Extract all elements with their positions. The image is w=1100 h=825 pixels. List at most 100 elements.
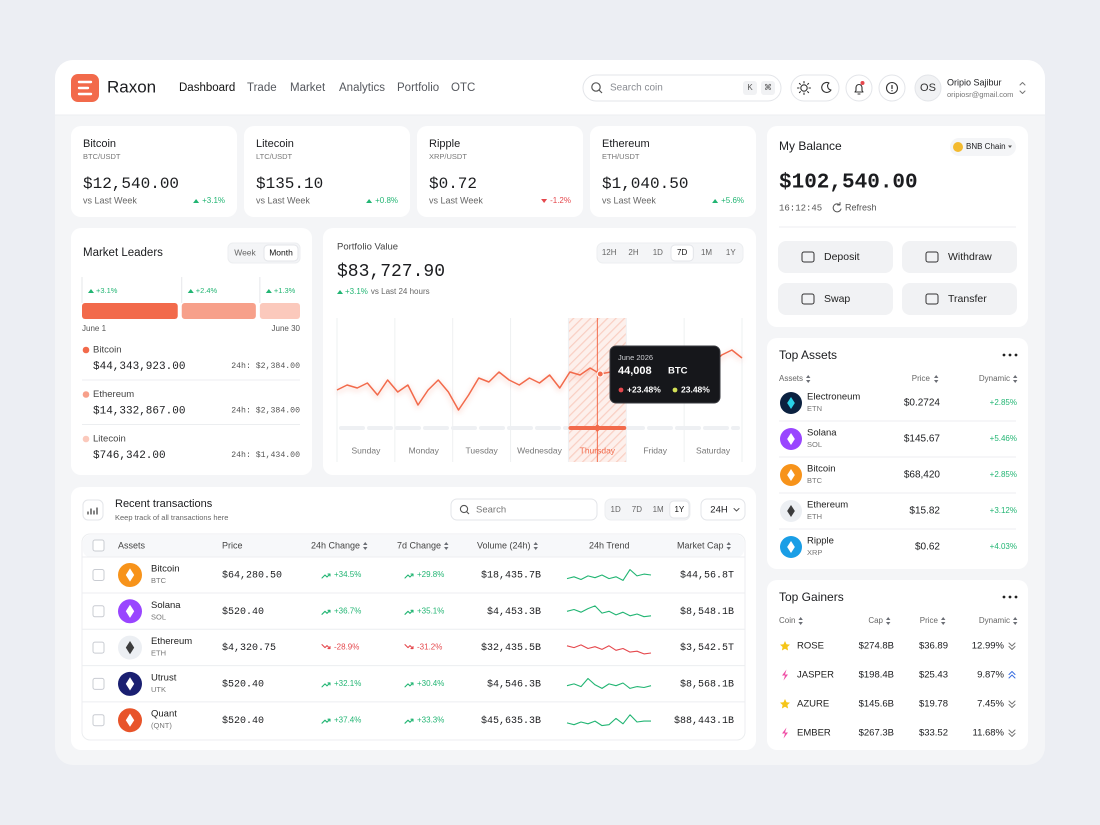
info-icon [885,81,899,95]
range-tab[interactable]: 2H [628,248,638,257]
bell-icon [854,84,864,95]
asset-change: +3.12% [990,506,1017,515]
direction-chevron [1008,700,1016,708]
asset-change: +4.03% [990,542,1017,551]
user-menu[interactable] [914,75,1032,101]
ticker-change: +5.6% [721,196,744,205]
asset-symbol: ETH [807,512,822,521]
checkbox[interactable] [92,641,105,654]
logo-glyph [77,80,93,96]
trend-arrow [404,609,414,615]
period-label: 24H [710,505,728,516]
coin-glyph [787,432,795,446]
change-24h: +37.4% [334,715,361,724]
asset-name: Solana [807,428,837,439]
nav-link[interactable]: Market [290,82,326,94]
action-button[interactable] [778,283,893,315]
market-cap: $3,542.5T [680,642,734,654]
leader-value: $44,343,923.00 [93,361,185,373]
leader-dot [82,435,90,443]
more-dot [1008,595,1012,599]
ticker-name: Ripple [429,138,460,150]
range-tab[interactable]: 12H [602,248,617,257]
user-name: Oripio Sajibur [947,77,1002,87]
checkbox[interactable] [92,569,105,581]
action-button[interactable] [902,241,1017,273]
ticker-pair: LTC/USDT [256,152,293,161]
column-header: Price [920,616,939,625]
refresh-link[interactable]: Refresh [845,202,877,212]
leader-change: 24h: $2,384.00 [231,406,300,416]
action-button[interactable] [902,283,1017,315]
nav-link[interactable]: Analytics [339,82,385,94]
volume: $32,435.5B [481,642,541,654]
ticker-card [417,126,583,217]
coin-glyph [125,604,135,618]
range-tab[interactable]: 1D [653,248,663,257]
range-tab[interactable]: 1M [701,248,712,257]
gainer-price: $36.89 [919,641,948,652]
action-button[interactable] [778,241,893,273]
range-tab[interactable]: 1M [653,505,664,514]
leader-bar [259,303,300,319]
column-header: Dynamic [979,374,1010,383]
column-header: Volume (24h) [477,540,531,550]
gainer-cap: $145.6B [859,699,894,710]
range-tab[interactable]: 1Y [674,505,684,514]
asset-name: Utrust [151,672,177,683]
change-arrow [712,199,719,203]
table-search[interactable] [450,498,598,521]
checkbox[interactable] [92,714,105,727]
leader-bar [181,303,256,319]
nav-link[interactable]: Dashboard [179,82,235,94]
asset-price: $0.62 [915,542,940,553]
checkbox[interactable] [92,605,105,618]
sort-icon [363,542,368,550]
range-tab[interactable]: 1D [611,505,621,514]
checkbox[interactable] [92,677,105,690]
change-arrow [541,199,548,203]
leader-dot [82,346,90,354]
range-tab[interactable]: 7D [632,505,642,514]
volume: $45,635.3B [481,715,541,727]
market-leaders-card [71,228,312,475]
trend-sparkline [566,569,652,581]
action-label[interactable]: Swap [824,293,850,305]
tab[interactable]: Week [234,247,256,257]
asset-price: $520.40 [222,679,264,691]
search-icon [591,82,601,92]
chain-icon [953,142,963,152]
action-icon [925,251,939,263]
column-header: Assets [779,374,803,383]
nav-link[interactable]: OTC [451,82,475,94]
trend-arrow [321,718,331,724]
checkbox[interactable] [92,539,105,552]
ticker-change: +3.1% [202,196,225,205]
range-tab[interactable]: 1Y [726,248,736,257]
shortcut-key-label: ⌘ [764,83,772,92]
sort-icon [726,542,731,550]
portfolio-change: +3.1% [345,287,368,296]
action-label[interactable]: Withdraw [948,251,992,263]
range-group [596,242,744,264]
search-icon [459,504,469,514]
transactions-icon [82,499,104,521]
range-tab[interactable]: 7D [677,248,687,257]
ticker-change: +0.8% [375,196,398,205]
nav-link[interactable]: Trade [247,82,277,94]
change-24h: -28.9% [334,643,359,652]
chain-select[interactable] [950,138,1016,156]
search-box[interactable] [582,74,782,102]
theme-toggle[interactable] [790,74,840,102]
nav-link[interactable]: Portfolio [397,82,439,94]
table-header [83,535,744,557]
asset-price: $0.2724 [904,398,941,409]
tab[interactable]: Month [269,247,293,257]
action-label[interactable]: Transfer [948,293,987,305]
action-icon [925,293,939,305]
asset-change: +2.85% [990,470,1017,479]
period-select[interactable] [700,498,746,521]
action-label[interactable]: Deposit [824,251,860,263]
tooltip-change: +23.48% [627,384,661,394]
asset-name: Ethereum [807,500,848,511]
